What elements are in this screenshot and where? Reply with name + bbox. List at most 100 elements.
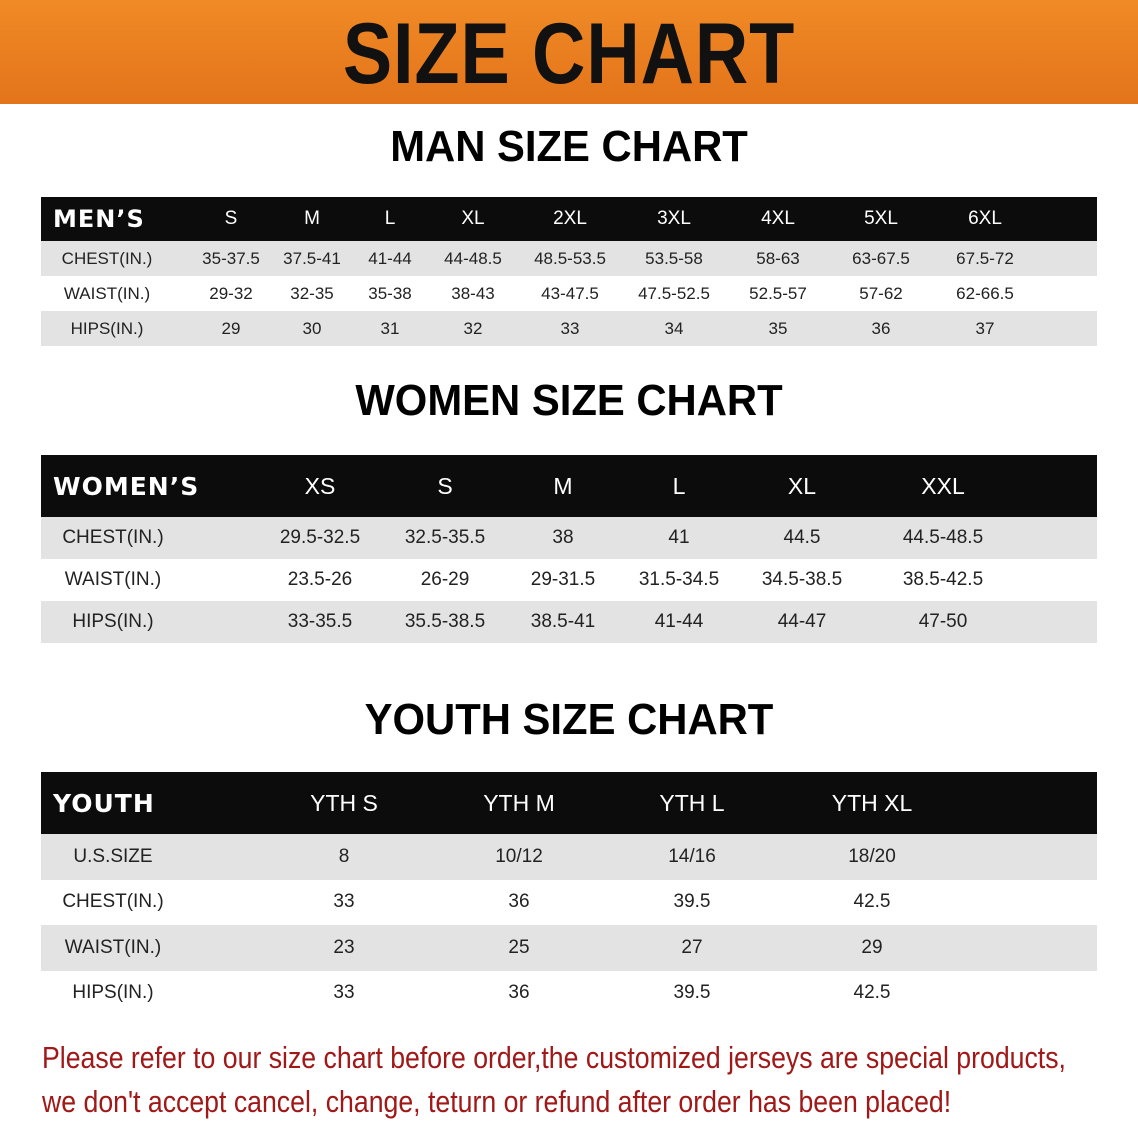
table-cell: 43-47.5 (541, 283, 599, 303)
size-header: 3XL (657, 208, 691, 229)
women-section-title: WOMEN SIZE CHART (355, 376, 783, 425)
table-cell: 30 (302, 318, 322, 338)
table-cell: 63-67.5 (852, 248, 910, 268)
table-cell: 44.5-48.5 (902, 527, 984, 548)
size-header: M (553, 472, 573, 499)
size-header: L (384, 208, 396, 229)
size-header: YTH L (659, 789, 725, 816)
row-label: WAIST(IN.) (64, 569, 162, 590)
table-cell: 42.5 (853, 982, 891, 1004)
size-header: XXL (921, 472, 965, 499)
table-cell: 53.5-58 (645, 248, 703, 268)
table-cell: 42.5 (853, 891, 891, 913)
table-cell: 67.5-72 (956, 248, 1014, 268)
size-header: M (304, 208, 320, 229)
table-cell: 35.5-38.5 (404, 611, 486, 632)
table-row: WAIST(IN.) 23.5-26 26-29 29-31.5 31.5-34.5 34… (41, 559, 1097, 601)
table-cell: 44-48.5 (444, 248, 502, 268)
table-cell: 29 (861, 936, 883, 958)
table-cell: 10/12 (495, 845, 543, 867)
row-label: WAIST(IN.) (64, 936, 162, 958)
table-cell: 26-29 (420, 569, 470, 590)
table-cell: 18/20 (848, 845, 896, 867)
table-cell: 34 (664, 318, 684, 338)
table-cell: 41-44 (654, 611, 704, 632)
row-label: WAIST(IN.) (63, 283, 151, 303)
table-cell: 33-35.5 (287, 611, 353, 632)
size-header: XS (304, 472, 336, 499)
size-header: XL (461, 208, 485, 229)
row-label: CHEST(IN.) (62, 527, 164, 548)
table-cell: 57-62 (859, 283, 903, 303)
size-header: 2XL (553, 208, 587, 229)
table-cell: 44.5 (783, 527, 821, 548)
table-cell: 34.5-38.5 (761, 569, 843, 590)
table-cell: 38-43 (451, 283, 495, 303)
row-label: U.S.SIZE (73, 845, 153, 867)
table-cell: 39.5 (673, 891, 711, 913)
table-cell: 44-47 (777, 611, 827, 632)
size-header: 6XL (968, 208, 1002, 229)
table-cell: 37 (975, 318, 995, 338)
table-cell: 62-66.5 (956, 283, 1014, 303)
size-header: S (437, 472, 453, 499)
table-cell: 32 (463, 318, 483, 338)
row-label: CHEST(IN.) (61, 248, 153, 268)
table-cell: 14/16 (668, 845, 716, 867)
table-cell: 36 (508, 982, 530, 1004)
table-cell: 35-38 (368, 283, 412, 303)
table-cell: 35-37.5 (202, 248, 260, 268)
size-chart-banner: SIZE CHART (0, 0, 1138, 104)
table-cell: 38.5-42.5 (902, 569, 984, 590)
table-cell: 47.5-52.5 (638, 283, 710, 303)
table-cell: 31 (380, 318, 400, 338)
header-label: MEN’S (53, 205, 145, 233)
table-cell: 41 (668, 527, 690, 548)
table-row: HIPS(IN.) 33 36 39.5 42.5 (41, 970, 1097, 1016)
table-cell: 25 (508, 936, 530, 958)
table-cell: 36 (508, 891, 530, 913)
table-cell: 32.5-35.5 (404, 527, 486, 548)
table-cell: 29-31.5 (530, 569, 596, 590)
table-cell: 8 (338, 845, 350, 867)
size-header: 5XL (864, 208, 898, 229)
row-label: HIPS(IN.) (72, 611, 154, 632)
table-cell: 23 (333, 936, 355, 958)
banner-title: SIZE CHART (342, 6, 796, 102)
notice-line-1: Please refer to our size chart before or… (42, 1040, 1066, 1075)
table-row: WAIST(IN.) 23 25 27 29 (41, 925, 1097, 971)
table-cell: 37.5-41 (283, 248, 341, 268)
table-cell: 48.5-53.5 (534, 248, 606, 268)
table-cell: 32-35 (290, 283, 334, 303)
table-row: HIPS(IN.) 29 30 31 32 33 34 35 36 37 (41, 311, 1097, 346)
table-row: U.S.SIZE 8 10/12 14/16 18/20 (41, 834, 1097, 880)
table-row: CHEST(IN.) 29.5-32.5 32.5-35.5 38 41 44.5 44.5… (41, 517, 1097, 559)
table-cell: 58-63 (756, 248, 800, 268)
table-row: WAIST(IN.) 29-32 32-35 35-38 38-43 43-47.5 47.… (41, 276, 1097, 311)
table-cell: 31.5-34.5 (638, 569, 720, 590)
size-header: YTH S (310, 789, 378, 816)
table-cell: 29-32 (209, 283, 253, 303)
table-cell: 33 (560, 318, 580, 338)
table-row: CHEST(IN.) 35-37.5 37.5-41 41-44 44-48.5 48.5… (41, 241, 1097, 276)
table-row: HIPS(IN.) 33-35.5 35.5-38.5 38.5-41 41-44 44-… (41, 601, 1097, 643)
men-section-title: MAN SIZE CHART (390, 122, 748, 171)
men-header-row: MEN’S S M L XL 2XL 3XL 4XL 5XL 6XL (41, 197, 1097, 241)
size-header: S (224, 208, 238, 229)
table-cell: 33 (333, 982, 355, 1004)
table-cell: 35 (768, 318, 788, 338)
table-cell: 29.5-32.5 (279, 527, 361, 548)
youth-header-row: YOUTH YTH S YTH M YTH L YTH XL (41, 772, 1097, 834)
size-header: YTH M (483, 789, 555, 816)
notice-line-2: we don't accept cancel, change, teturn o… (42, 1084, 952, 1119)
table-cell: 38.5-41 (530, 611, 596, 632)
table-cell: 47-50 (918, 611, 968, 632)
size-header: L (672, 472, 686, 499)
size-header: 4XL (761, 208, 795, 229)
table-cell: 23.5-26 (287, 569, 353, 590)
table-row: CHEST(IN.) 33 36 39.5 42.5 (41, 879, 1097, 925)
table-cell: 27 (681, 936, 703, 958)
table-cell: 52.5-57 (749, 283, 807, 303)
row-label: CHEST(IN.) (62, 891, 164, 913)
table-cell: 36 (871, 318, 891, 338)
